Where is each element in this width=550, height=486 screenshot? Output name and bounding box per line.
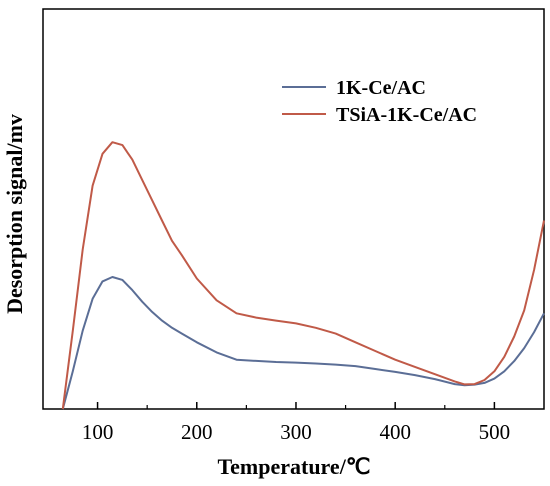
x-axis-title: Temperature/℃	[217, 454, 370, 479]
y-axis-title: Desorption signal/mv	[2, 114, 27, 314]
series-layer	[61, 141, 545, 410]
x-tick-label: 500	[479, 420, 511, 444]
legend-label: TSiA-1K-Ce/AC	[336, 104, 477, 126]
series-line-1k-ce-ac	[61, 276, 545, 410]
legend-label: 1K-Ce/AC	[336, 77, 426, 99]
x-tick-label: 100	[82, 420, 114, 444]
series-line-tsia-1k-ce-ac	[61, 141, 545, 410]
x-tick-label: 200	[181, 420, 213, 444]
x-tick-label: 400	[379, 420, 411, 444]
x-tick-label: 300	[280, 420, 312, 444]
plot-frame	[42, 8, 545, 410]
x-axis: 100 200 300 400 500	[82, 402, 510, 444]
legend: 1K-Ce/AC TSiA-1K-Ce/AC	[282, 77, 477, 126]
